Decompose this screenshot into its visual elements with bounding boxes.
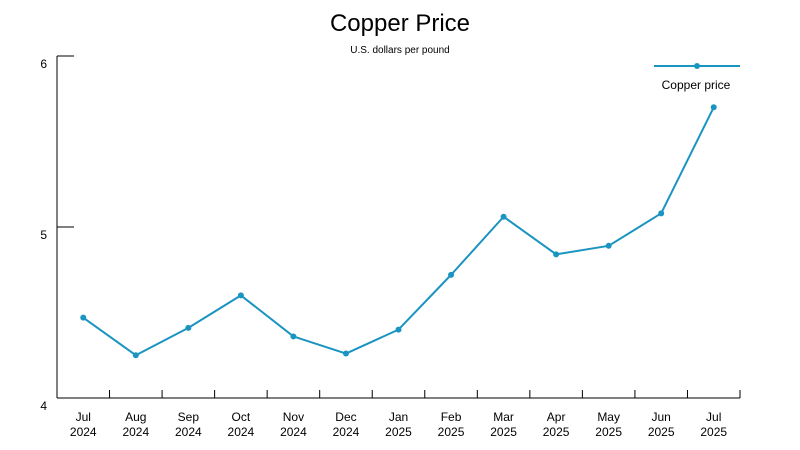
x-tick-label-year: 2025 bbox=[490, 425, 517, 439]
chart-subtitle: U.S. dollars per pound bbox=[350, 45, 450, 56]
x-tick-label-year: 2025 bbox=[438, 425, 465, 439]
x-tick-label-year: 2024 bbox=[333, 425, 360, 439]
x-tick-label-year: 2025 bbox=[543, 425, 570, 439]
data-point bbox=[132, 352, 139, 359]
data-point bbox=[448, 271, 455, 278]
x-tick-label-month: Oct bbox=[232, 410, 251, 424]
x-tick-label-year: 2024 bbox=[228, 425, 255, 439]
data-point bbox=[605, 242, 612, 249]
x-tick-label-year: 2025 bbox=[385, 425, 412, 439]
data-point bbox=[80, 314, 87, 321]
data-point bbox=[185, 324, 192, 331]
data-point bbox=[658, 210, 665, 217]
data-point bbox=[395, 326, 402, 333]
legend: Copper price bbox=[654, 63, 740, 92]
x-tick-label-month: Jan bbox=[389, 410, 408, 424]
data-point bbox=[290, 333, 297, 340]
x-tick-label-month: Jul bbox=[706, 410, 721, 424]
x-tick-label-year: 2025 bbox=[595, 425, 622, 439]
y-tick-label: 5 bbox=[40, 228, 47, 242]
y-tick-label: 6 bbox=[40, 57, 47, 71]
chart-title: Copper Price bbox=[329, 10, 471, 37]
series-line bbox=[82, 106, 715, 357]
x-tick-label-year: 2025 bbox=[700, 425, 727, 439]
legend-marker bbox=[694, 63, 700, 69]
x-tick-label-year: 2024 bbox=[70, 425, 97, 439]
x-axis-ticks: Jul2024Aug2024Sep2024Oct2024Nov2024Dec20… bbox=[70, 390, 741, 439]
x-tick-label-year: 2024 bbox=[280, 425, 307, 439]
x-tick-label-month: Nov bbox=[283, 410, 304, 424]
x-tick-label-month: Jul bbox=[76, 410, 91, 424]
data-point bbox=[710, 104, 717, 111]
y-axis-ticks: 6 5 4 bbox=[40, 55, 74, 413]
x-tick-label-month: Jun bbox=[652, 410, 671, 424]
x-tick-label-month: Dec bbox=[335, 410, 356, 424]
legend-label: Copper price bbox=[662, 78, 731, 92]
data-point bbox=[500, 213, 507, 220]
x-tick-label-month: Sep bbox=[178, 410, 200, 424]
data-point bbox=[342, 350, 349, 357]
x-tick-label-month: Mar bbox=[493, 410, 514, 424]
x-tick-label-month: Aug bbox=[125, 410, 146, 424]
y-tick-label: 4 bbox=[40, 399, 47, 413]
data-point bbox=[237, 292, 244, 299]
x-tick-label-year: 2024 bbox=[175, 425, 202, 439]
x-tick-label-month: Feb bbox=[441, 410, 462, 424]
x-tick-label-year: 2025 bbox=[648, 425, 675, 439]
x-tick-label-month: Apr bbox=[547, 410, 566, 424]
x-tick-label-month: May bbox=[597, 410, 620, 424]
series-group bbox=[80, 104, 717, 359]
data-point bbox=[553, 251, 560, 258]
x-tick-label-year: 2024 bbox=[122, 425, 149, 439]
